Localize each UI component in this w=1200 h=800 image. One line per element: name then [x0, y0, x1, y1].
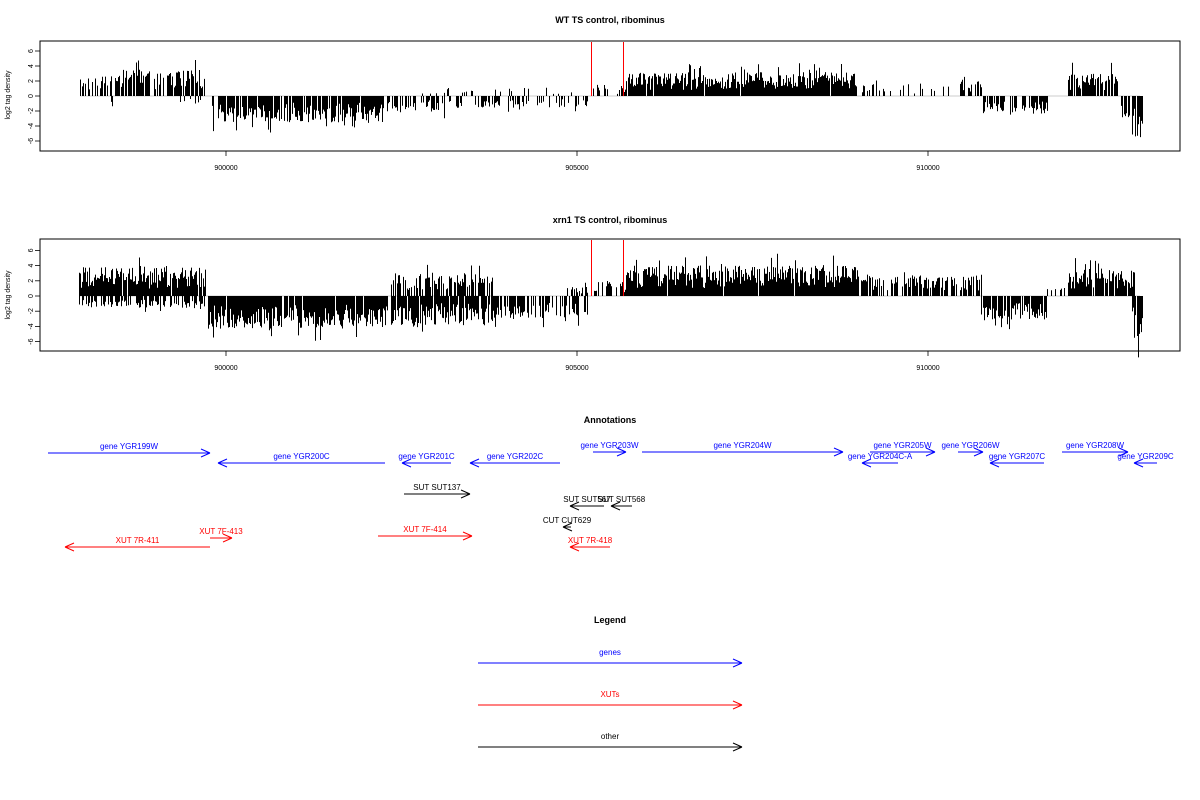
- y-tick-label: 4: [28, 64, 35, 68]
- annotation-label: XUT 7F-414: [403, 525, 447, 534]
- wt-density-panel: WT TS control, ribominus log2 tag densit…: [5, 15, 1181, 172]
- y-axis: -6 -4 -2 0 2 4 6: [28, 49, 40, 144]
- xrn1-density-panel: xrn1 TS control, ribominus log2 tag dens…: [5, 215, 1181, 372]
- y-tick-label: 2: [28, 79, 35, 83]
- annotation-arrow: [989, 458, 1044, 468]
- annotation-arrow: [217, 458, 385, 468]
- y-tick-label: 0: [28, 94, 35, 98]
- x-tick-label: 900000: [214, 165, 237, 172]
- annotation-label: SUT SUT568: [598, 495, 646, 504]
- y-tick-label: -2: [28, 108, 35, 114]
- x-tick-label: 905000: [565, 365, 588, 372]
- legend-items: genes XUTs other: [478, 648, 743, 752]
- y-tick-label: 4: [28, 264, 35, 268]
- annotation-arrow: [562, 522, 573, 532]
- legend-arrow: [478, 742, 743, 752]
- annotation-arrow: [210, 533, 233, 543]
- density-bars: [80, 59, 1143, 138]
- annotation-label: gene YGR204W: [713, 441, 772, 450]
- annotation-arrow: [1062, 447, 1129, 457]
- legend-label: genes: [599, 648, 621, 657]
- y-tick-label: -6: [28, 338, 35, 344]
- annotation-label: gene YGR199W: [100, 442, 159, 451]
- red-markers: [591, 240, 624, 296]
- annotation-arrow: [401, 458, 451, 468]
- annotation-arrow: [469, 458, 560, 468]
- legend-arrow: [478, 658, 743, 668]
- annotation-arrow: [569, 501, 604, 511]
- annotation-label: SUT SUT137: [413, 483, 461, 492]
- x-axis: 900000 905000 910000: [214, 351, 940, 372]
- annotation-arrow: [642, 447, 844, 457]
- legend-arrow: [478, 700, 743, 710]
- legend: Legend genes XUTs other: [478, 615, 743, 752]
- annotation-label: XUT 7F-413: [199, 527, 243, 536]
- annotation-label: CUT CUT629: [543, 516, 592, 525]
- annotation-arrow: [378, 531, 473, 541]
- x-tick-label: 910000: [916, 165, 939, 172]
- annotation-label: gene YGR209C: [1117, 452, 1174, 461]
- annotation-arrow: [870, 447, 936, 457]
- annotation-label: gene YGR203W: [580, 441, 639, 450]
- annotation-arrow: [404, 489, 471, 499]
- annotation-arrow: [958, 447, 984, 457]
- legend-label: other: [601, 732, 620, 741]
- panel-title: WT TS control, ribominus: [555, 15, 665, 25]
- annotation-label: XUT 7R-411: [116, 536, 160, 545]
- annotation-arrow: [64, 542, 210, 552]
- annotation-arrow: [48, 448, 211, 458]
- y-axis: -6 -4 -2 0 2 4 6: [28, 248, 40, 345]
- x-tick-label: 905000: [565, 165, 588, 172]
- annotation-label: gene YGR208W: [1066, 441, 1125, 450]
- y-tick-label: 6: [28, 49, 35, 53]
- y-tick-label: 2: [28, 279, 35, 283]
- annotation-arrow: [593, 447, 627, 457]
- annotation-features: gene YGR199W gene YGR200C gene YGR201C gene…: [48, 441, 1174, 552]
- annotation-arrow: [861, 458, 898, 468]
- annotation-arrow: [610, 501, 632, 511]
- density-bars: [79, 253, 1143, 358]
- annotation-label: gene YGR200C: [273, 452, 330, 461]
- y-tick-label: 0: [28, 294, 35, 298]
- annotation-arrow: [1133, 458, 1157, 468]
- x-tick-label: 900000: [214, 365, 237, 372]
- annotation-arrow: [569, 542, 610, 552]
- x-axis: 900000 905000 910000: [214, 151, 940, 172]
- panel-title: xrn1 TS control, ribominus: [553, 215, 668, 225]
- annotation-label: SUT SUT567: [563, 495, 611, 504]
- annotation-label: gene YGR205W: [873, 441, 932, 450]
- y-axis-label: log2 tag density: [5, 70, 12, 120]
- annotation-label: gene YGR202C: [487, 452, 544, 461]
- red-markers: [591, 42, 624, 96]
- annotations-title: Annotations: [584, 415, 637, 425]
- annotation-label: gene YGR201C: [398, 452, 455, 461]
- y-tick-label: 6: [28, 248, 35, 252]
- y-tick-label: -2: [28, 308, 35, 314]
- y-tick-label: -4: [28, 323, 35, 329]
- y-axis-label: log2 tag density: [5, 270, 12, 320]
- x-tick-label: 910000: [916, 365, 939, 372]
- y-tick-label: -6: [28, 138, 35, 144]
- annotation-label: gene YGR204C-A: [848, 452, 913, 461]
- legend-label: XUTs: [600, 690, 619, 699]
- y-tick-label: -4: [28, 123, 35, 129]
- annotation-label: XUT 7R-418: [568, 536, 613, 545]
- annotation-label: gene YGR207C: [989, 452, 1046, 461]
- legend-title: Legend: [594, 615, 626, 625]
- plot-frame: [39, 238, 1181, 352]
- annotation-label: gene YGR206W: [941, 441, 1000, 450]
